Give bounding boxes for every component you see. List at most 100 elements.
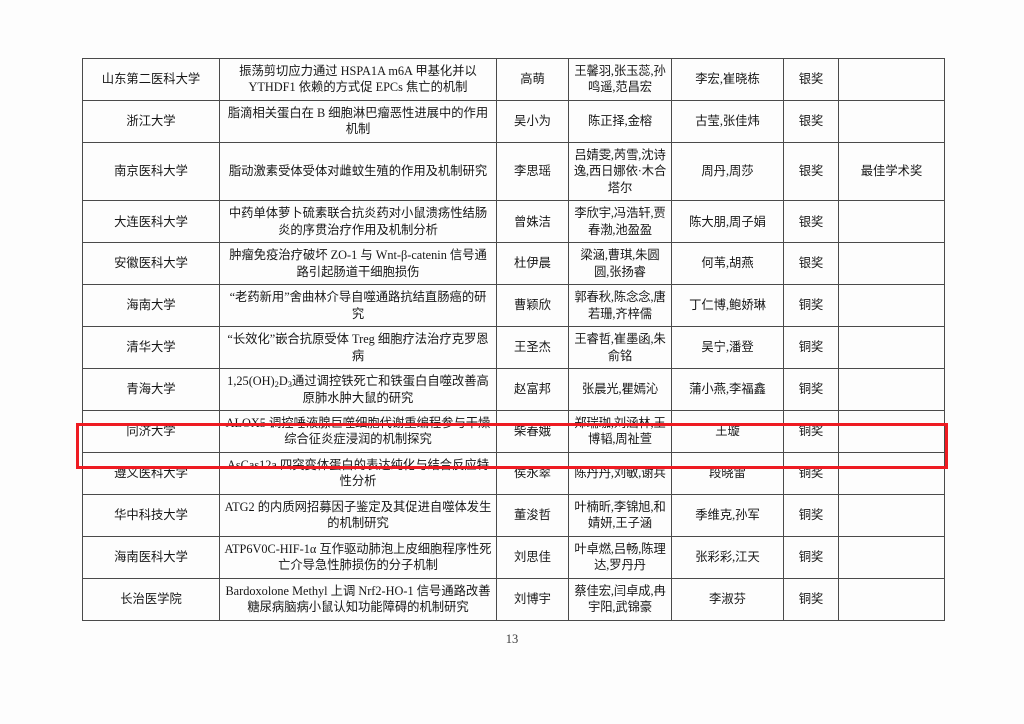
award-table: 山东第二医科大学 振荡剪切应力通过 HSPA1A m6A 甲基化并以 YTHDF1… [82, 58, 945, 621]
cell-special-award [838, 409, 945, 453]
table-row: 海南大学 “老药新用”舍曲林介导自噬通路抗结直肠癌的研究 曹颖欣 郭春秋,陈念念,唐若… [82, 284, 945, 328]
cell-organization: 大连医科大学 [82, 200, 220, 244]
cell-award-level: 铜奖 [783, 409, 839, 453]
cell-organization: 华中科技大学 [82, 493, 220, 537]
cell-team-members: 张晨光,瞿嫣沁 [568, 368, 672, 411]
cell-team-leader: 吴小为 [496, 99, 569, 143]
cell-award-level: 银奖 [783, 242, 839, 286]
cell-team-members: 叶楠昕,李锦旭,和婧妍,王子涵 [568, 493, 672, 537]
cell-organization: 山东第二医科大学 [82, 58, 220, 101]
cell-team-leader: 侯永翠 [496, 451, 569, 495]
cell-advisors: 吴宁,潘登 [671, 326, 784, 370]
cell-award-level: 铜奖 [783, 577, 839, 621]
cell-project-title: ATP6V0C-HIF-1α 互作驱动肺泡上皮细胞程序性死亡介导急性肺损伤的分子… [219, 535, 497, 579]
award-table-body: 山东第二医科大学 振荡剪切应力通过 HSPA1A m6A 甲基化并以 YTHDF1… [82, 58, 945, 621]
cell-organization: 遵义医科大学 [82, 451, 220, 495]
table-row: 同济大学 ALOX5 调控唾液腺巨噬细胞代谢重编程参与干燥综合征炎症浸润的机制探究… [82, 409, 945, 453]
cell-organization: 浙江大学 [82, 99, 220, 143]
cell-award-level: 铜奖 [783, 493, 839, 537]
cell-team-leader: 李思瑶 [496, 141, 569, 202]
cell-advisors: 古莹,张佳炜 [671, 99, 784, 143]
cell-organization: 南京医科大学 [82, 141, 220, 202]
cell-team-leader: 董浚哲 [496, 493, 569, 537]
cell-special-award [838, 99, 945, 143]
cell-project-title: 肿瘤免疫治疗破坏 ZO-1 与 Wnt-β-catenin 信号通路引起肠道干细… [219, 242, 497, 286]
cell-advisors: 何苇,胡燕 [671, 242, 784, 286]
cell-team-leader: 杜伊晨 [496, 242, 569, 286]
table-row: 大连医科大学 中药单体萝卜硫素联合抗炎药对小鼠溃疡性结肠炎的序贯治疗作用及机制分析… [82, 200, 945, 244]
cell-project-title: ATG2 的内质网招募因子鉴定及其促进自噬体发生的机制研究 [219, 493, 497, 537]
cell-project-title: “老药新用”舍曲林介导自噬通路抗结直肠癌的研究 [219, 284, 497, 328]
cell-project-title: “长效化”嵌合抗原受体 Treg 细胞疗法治疗克罗恩病 [219, 326, 497, 370]
cell-team-members: 陈正择,金榕 [568, 99, 672, 143]
cell-project-title: 脂动激素受体受体对雌蚊生殖的作用及机制研究 [219, 141, 497, 202]
cell-special-award [838, 368, 945, 411]
cell-advisors: 丁仁博,鲍娇琳 [671, 284, 784, 328]
cell-special-award [838, 535, 945, 579]
cell-advisors: 周丹,周莎 [671, 141, 784, 202]
cell-special-award [838, 577, 945, 621]
cell-special-award [838, 326, 945, 370]
table-row-highlighted: 遵义医科大学 AsCas12a 四突变体蛋白的表达纯化与结合反应特性分析 侯永翠 陈丹… [82, 451, 945, 495]
cell-award-level: 铜奖 [783, 284, 839, 328]
cell-project-title: 1,25(OH)2D3通过调控铁死亡和铁蛋白自噬改善高原肺水肿大鼠的研究 [219, 368, 497, 411]
cell-advisors: 蒲小燕,李福鑫 [671, 368, 784, 411]
cell-special-award [838, 200, 945, 244]
cell-project-title: 脂滴相关蛋白在 B 细胞淋巴瘤恶性进展中的作用机制 [219, 99, 497, 143]
cell-organization: 青海大学 [82, 368, 220, 411]
cell-organization: 安徽医科大学 [82, 242, 220, 286]
cell-team-members: 吕婧雯,芮雪,沈诗逸,西日娜依·木合塔尔 [568, 141, 672, 202]
cell-team-leader: 曹颖欣 [496, 284, 569, 328]
cell-advisors: 李宏,崔晓栋 [671, 58, 784, 101]
cell-team-leader: 曾姝洁 [496, 200, 569, 244]
cell-organization: 同济大学 [82, 409, 220, 453]
cell-team-members: 陈丹丹,刘敏,谢兵 [568, 451, 672, 495]
cell-team-leader: 王圣杰 [496, 326, 569, 370]
cell-advisors: 王璇 [671, 409, 784, 453]
table-row: 安徽医科大学 肿瘤免疫治疗破坏 ZO-1 与 Wnt-β-catenin 信号通路… [82, 242, 945, 286]
cell-team-members: 郭春秋,陈念念,唐若珊,齐梓儒 [568, 284, 672, 328]
cell-team-members: 蔡佳宏,闫卓成,冉宇阳,武锦豪 [568, 577, 672, 621]
cell-advisors: 季维克,孙军 [671, 493, 784, 537]
cell-special-award [838, 451, 945, 495]
cell-project-title: ALOX5 调控唾液腺巨噬细胞代谢重编程参与干燥综合征炎症浸润的机制探究 [219, 409, 497, 453]
cell-team-leader: 柴春娥 [496, 409, 569, 453]
cell-award-level: 银奖 [783, 99, 839, 143]
page-number: 13 [505, 632, 519, 646]
table-row: 华中科技大学 ATG2 的内质网招募因子鉴定及其促进自噬体发生的机制研究 董浚哲 叶楠… [82, 493, 945, 537]
cell-team-members: 梁涵,曹琪,朱圆圆,张扬睿 [568, 242, 672, 286]
cell-team-members: 叶卓燃,吕畅,陈理达,罗丹丹 [568, 535, 672, 579]
cell-special-award [838, 58, 945, 101]
cell-special-award [838, 242, 945, 286]
cell-award-level: 银奖 [783, 58, 839, 101]
table-row: 山东第二医科大学 振荡剪切应力通过 HSPA1A m6A 甲基化并以 YTHDF1… [82, 58, 945, 101]
table-row: 青海大学 1,25(OH)2D3通过调控铁死亡和铁蛋白自噬改善高原肺水肿大鼠的研究… [82, 368, 945, 411]
cell-advisors: 张彩彩,江天 [671, 535, 784, 579]
table-row: 浙江大学 脂滴相关蛋白在 B 细胞淋巴瘤恶性进展中的作用机制 吴小为 陈正择,金榕 古莹… [82, 99, 945, 143]
cell-team-leader: 刘博宇 [496, 577, 569, 621]
cell-award-level: 铜奖 [783, 368, 839, 411]
cell-advisors: 段晓雷 [671, 451, 784, 495]
cell-organization: 海南医科大学 [82, 535, 220, 579]
cell-team-leader: 刘思佳 [496, 535, 569, 579]
cell-organization: 海南大学 [82, 284, 220, 328]
cell-team-members: 王馨羽,张玉蕊,孙鸣遥,范昌宏 [568, 58, 672, 101]
cell-special-award [838, 284, 945, 328]
cell-award-level: 铜奖 [783, 326, 839, 370]
table-row: 海南医科大学 ATP6V0C-HIF-1α 互作驱动肺泡上皮细胞程序性死亡介导急性… [82, 535, 945, 579]
cell-team-members: 王睿哲,崔墨函,朱俞铭 [568, 326, 672, 370]
cell-team-leader: 赵富邦 [496, 368, 569, 411]
cell-team-members: 郑瑞珈,刘涵林,王博韬,周祉萱 [568, 409, 672, 453]
cell-project-title: AsCas12a 四突变体蛋白的表达纯化与结合反应特性分析 [219, 451, 497, 495]
cell-award-level: 铜奖 [783, 451, 839, 495]
cell-team-members: 李欣宇,冯浩轩,贾春渤,池盈盈 [568, 200, 672, 244]
cell-award-level: 银奖 [783, 200, 839, 244]
award-table-container: 山东第二医科大学 振荡剪切应力通过 HSPA1A m6A 甲基化并以 YTHDF1… [82, 58, 945, 621]
cell-advisors: 李淑芬 [671, 577, 784, 621]
cell-organization: 清华大学 [82, 326, 220, 370]
cell-project-title: 振荡剪切应力通过 HSPA1A m6A 甲基化并以 YTHDF1 依赖的方式促 … [219, 58, 497, 101]
cell-advisors: 陈大朋,周子娟 [671, 200, 784, 244]
cell-award-level: 铜奖 [783, 535, 839, 579]
cell-team-leader: 高萌 [496, 58, 569, 101]
